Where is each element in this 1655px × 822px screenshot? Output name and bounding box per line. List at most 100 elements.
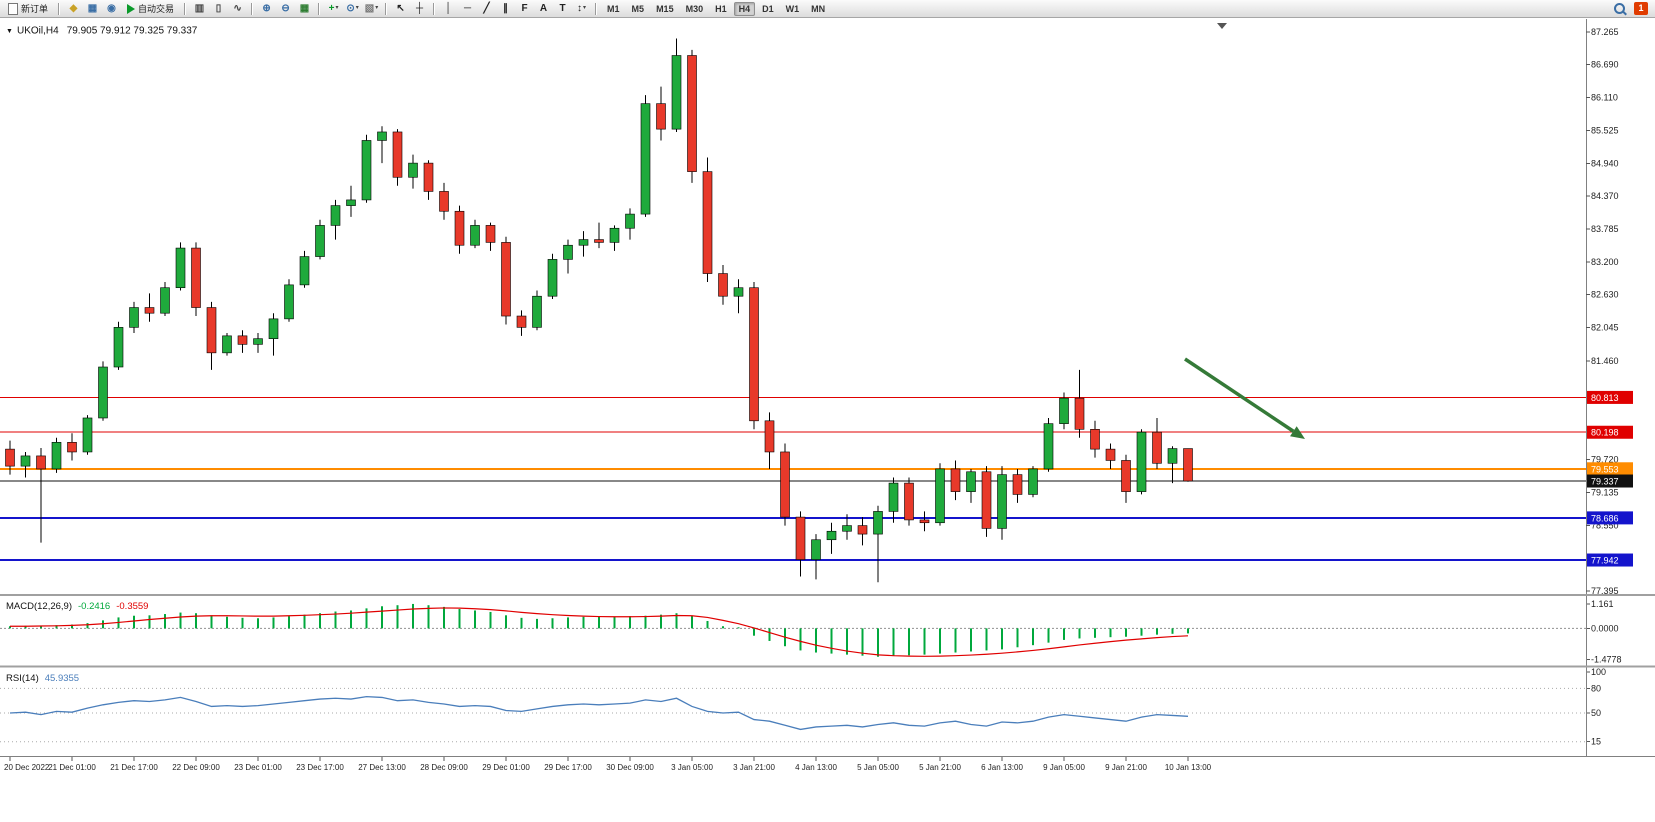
channel-tool[interactable]: ∥ (497, 0, 514, 17)
bar-chart-icon-glyph: ▥ (194, 3, 205, 14)
svg-text:23 Dec 17:00: 23 Dec 17:00 (296, 763, 344, 772)
candlestick-chart-icon[interactable]: ▯ (210, 0, 227, 17)
crosshair-icon[interactable]: ┼ (411, 0, 428, 17)
line-chart-icon-glyph: ∿ (233, 3, 242, 14)
trend-arrow-annotation[interactable] (1184, 357, 1305, 439)
timeframe-d1[interactable]: D1 (762, 3, 774, 14)
svg-text:6 Jan 13:00: 6 Jan 13:00 (981, 763, 1023, 772)
vertical-line-tool-glyph: │ (445, 3, 452, 14)
arrows-dropdown[interactable]: ↕ ▾ (573, 0, 590, 17)
toolbar-separator (385, 2, 388, 15)
one-click-trading-toggle[interactable]: ▼ (6, 28, 13, 35)
chart-shift-marker[interactable] (1217, 23, 1227, 29)
zoom-out-icon[interactable]: ⊖ (277, 0, 294, 17)
timeframe-m5[interactable]: M5 (631, 3, 645, 14)
candlestick-series (5, 38, 1193, 583)
price-axis[interactable]: 87.265 86.690 86.110 85.525 84.940 84.370 83.7… (1586, 27, 1619, 596)
periods-dropdown[interactable]: ⊙ ▾ (344, 0, 361, 17)
timeframe-m1[interactable]: M1 (607, 3, 620, 14)
chart-plot-area[interactable] (0, 19, 1586, 594)
magnifier-glyph (1614, 3, 1625, 14)
svg-text:84.370: 84.370 (1591, 191, 1619, 201)
autotrading-button-label: 自动交易 (138, 4, 175, 14)
trendline-tool[interactable]: ╱ (478, 0, 495, 17)
tile-windows-icon-glyph: ▦ (299, 3, 310, 14)
horizontal-line-tool[interactable]: ─ (459, 0, 476, 17)
candlestick-chart-icon-glyph: ▯ (215, 3, 222, 14)
metaeditor-icon[interactable]: ◆ (65, 0, 82, 17)
timeframe-w1[interactable]: W1 (785, 3, 800, 14)
svg-text:22 Dec 09:00: 22 Dec 09:00 (172, 763, 220, 772)
vertical-line-tool[interactable]: │ (440, 0, 457, 17)
timeframe-h4[interactable]: H4 (733, 1, 756, 16)
dropdown-arrow-icon: ▾ (335, 5, 339, 11)
svg-text:21 Dec 01:00: 21 Dec 01:00 (48, 763, 96, 772)
market-watch-icon[interactable]: ▦ (84, 0, 101, 17)
chart-symbol-quote: UKOil,H4 79.905 79.912 79.325 79.337 (17, 26, 198, 37)
rsi-value: 45.9355 (45, 673, 79, 684)
terminal-icon-glyph: ◉ (107, 3, 116, 14)
svg-text:83.785: 83.785 (1591, 224, 1619, 234)
timeframe-m15[interactable]: M15 (656, 3, 674, 14)
quote-ohlc: 79.905 79.912 79.325 79.337 (67, 26, 198, 37)
search-icon[interactable] (1611, 0, 1628, 17)
crosshair-icon-glyph: ┼ (415, 3, 424, 14)
svg-text:100: 100 (1591, 667, 1606, 677)
periods-dropdown-glyph: ⊙ (346, 3, 355, 14)
dropdown-arrow-icon: ▾ (375, 5, 379, 11)
dropdown-arrow-icon: ▾ (583, 5, 587, 11)
timeframe-mn[interactable]: MN (811, 3, 826, 14)
svg-text:50: 50 (1591, 708, 1601, 718)
svg-text:77.942: 77.942 (1591, 556, 1619, 566)
macd-pane-area[interactable] (0, 597, 1586, 665)
templates-dropdown[interactable]: ▧ ▾ (363, 0, 380, 17)
fibonacci-tool[interactable]: F (516, 0, 533, 17)
trendline-tool-glyph: ╱ (483, 3, 490, 14)
autotrading-button[interactable]: 自动交易 (121, 0, 180, 17)
svg-text:84.940: 84.940 (1591, 159, 1619, 169)
bar-chart-icon[interactable]: ▥ (191, 0, 208, 17)
new-chart-dropdown-glyph: + (328, 3, 335, 14)
svg-text:29 Dec 01:00: 29 Dec 01:00 (482, 763, 530, 772)
svg-text:78.686: 78.686 (1591, 513, 1619, 523)
toolbar-separator (251, 2, 254, 15)
rsi-pane-area[interactable] (0, 668, 1586, 756)
svg-text:23 Dec 01:00: 23 Dec 01:00 (234, 763, 282, 772)
new-order-button-label: 新订单 (21, 4, 49, 14)
svg-text:9 Jan 05:00: 9 Jan 05:00 (1043, 763, 1085, 772)
svg-text:79.553: 79.553 (1591, 464, 1619, 474)
templates-dropdown-glyph: ▧ (364, 3, 375, 14)
line-chart-icon[interactable]: ∿ (229, 0, 246, 17)
text-tool[interactable]: A (535, 0, 552, 17)
macd-pane: 1.161 0.0000 -1.4778 (0, 599, 1622, 664)
svg-text:79.337: 79.337 (1591, 477, 1619, 487)
tile-windows-icon[interactable]: ▦ (296, 0, 313, 17)
label-tool[interactable]: T (554, 0, 571, 17)
zoom-in-icon[interactable]: ⊕ (258, 0, 275, 17)
dropdown-arrow-icon: ▾ (355, 5, 359, 11)
svg-text:30 Dec 09:00: 30 Dec 09:00 (606, 763, 654, 772)
svg-text:20 Dec 2022: 20 Dec 2022 (4, 763, 50, 772)
toolbar-separator (595, 2, 598, 15)
new-chart-dropdown[interactable]: + ▾ (325, 0, 342, 17)
market-watch-icon-glyph: ▦ (87, 3, 98, 14)
svg-text:82.045: 82.045 (1591, 323, 1619, 333)
svg-text:79.135: 79.135 (1591, 487, 1619, 497)
zoom-in-icon-glyph: ⊕ (262, 3, 271, 14)
svg-text:86.110: 86.110 (1591, 92, 1618, 102)
timeframe-m30[interactable]: M30 (685, 3, 704, 14)
notification-badge[interactable]: 1 (1634, 2, 1648, 15)
svg-text:21 Dec 17:00: 21 Dec 17:00 (110, 763, 158, 772)
play-icon (127, 3, 136, 14)
terminal-icon[interactable]: ◉ (103, 0, 120, 17)
new-order-button[interactable]: 新订单 (2, 0, 54, 17)
timeframe-h1[interactable]: H1 (715, 3, 727, 14)
svg-text:79.720: 79.720 (1591, 454, 1619, 464)
toolbar-buttons: 新订单 ◆ ▦ ◉ 自动交易 ▥ ▯ ∿ ⊕ ⊖ ▦ + ▾ ⊙ ▾ ▧ ▾ ↖ ┼ │ ─ ╱ ∥ F A T ↕ ▾ M1 M5 M15… (2, 0, 831, 17)
svg-text:3 Jan 05:00: 3 Jan 05:00 (671, 763, 713, 772)
svg-text:3 Jan 21:00: 3 Jan 21:00 (733, 763, 775, 772)
svg-text:10 Jan 13:00: 10 Jan 13:00 (1165, 763, 1212, 772)
text-tool-glyph: A (539, 3, 548, 14)
cursor-icon[interactable]: ↖ (392, 0, 409, 17)
